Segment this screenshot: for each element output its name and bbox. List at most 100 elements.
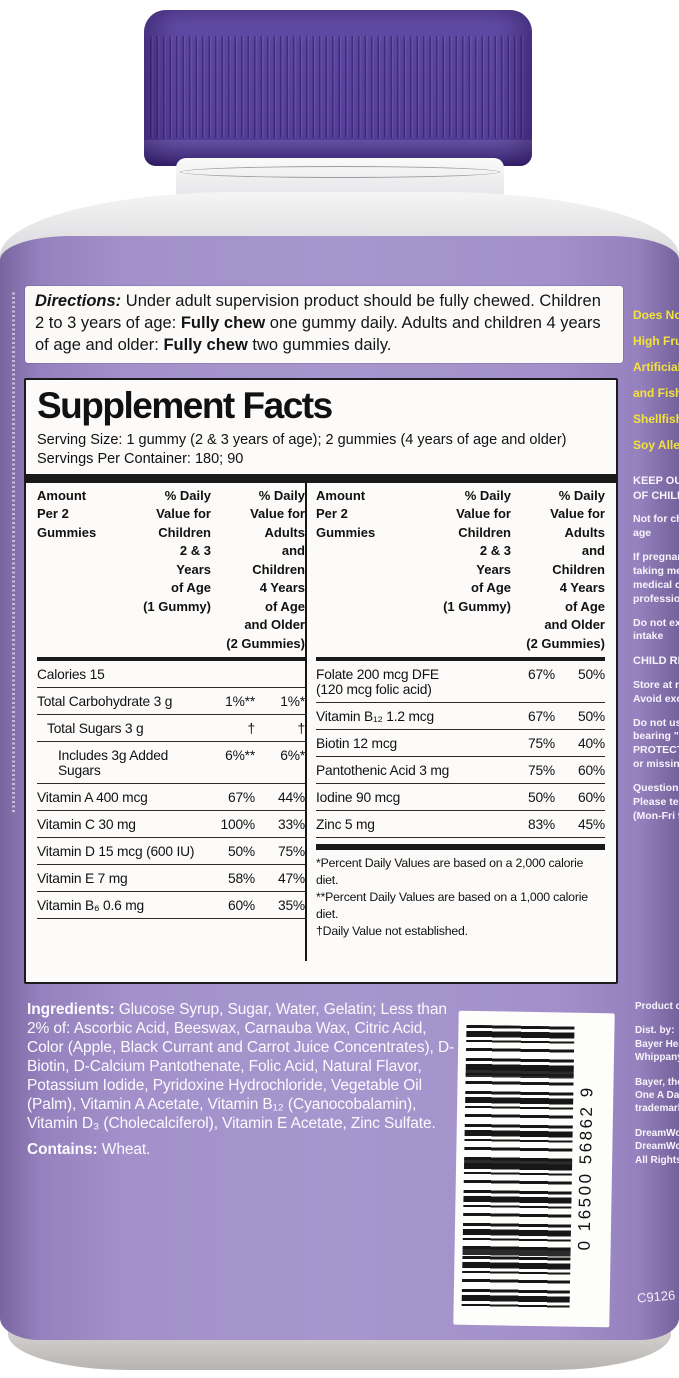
directions-bold: Fully chew — [180, 313, 266, 332]
supplement-facts-title: Supplement Facts — [37, 385, 333, 426]
keep-out-warning: KEEP OUT OF OF CHILDRE — [633, 475, 679, 502]
dv-adults: 60% — [577, 790, 605, 806]
dv-adults: † — [297, 721, 306, 737]
dv-children: 100% — [220, 817, 256, 833]
left-edge-microtext — [12, 292, 15, 812]
dv-children: 67% — [227, 790, 255, 806]
nutrient-name: Calories 15 — [37, 667, 105, 683]
nutrient-name: Vitamin D 15 mcg (600 IU) — [37, 844, 195, 860]
ingredients-list: Glucose Syrup, Sugar, Water, Gelatin; Le… — [27, 1001, 455, 1133]
footnote: *Percent Daily Values are based on a 2,0… — [316, 856, 584, 888]
dreamworks-info: DreamWorks Tro DreamWorks Ani All Rights… — [635, 1127, 679, 1166]
dv-children: 58% — [227, 871, 255, 887]
dv-children: 6%** — [225, 748, 255, 764]
seal-warning: Do not use if pri bearing "SEALE PROTECT… — [633, 716, 679, 771]
do-not-exceed-warning: Do not exceed intake — [633, 616, 679, 643]
dv-children: 1%** — [225, 694, 255, 710]
dv-children: 50% — [227, 844, 255, 860]
nutrient-name: Vitamin C 30 mg — [37, 817, 136, 833]
bottle-cap — [144, 10, 532, 166]
column-header: Amount Per 2 Gummies % Daily Value for C… — [316, 483, 605, 653]
product-origin: Product of Germ — [635, 1001, 679, 1012]
divider-footnote — [316, 844, 605, 851]
dv-children: 75% — [527, 763, 555, 779]
ingredients-text: Ingredients: Glucose Syrup, Sugar, Water… — [27, 1000, 457, 1133]
header-amount: Amount Per 2 Gummies — [37, 488, 97, 540]
dv-adults: 75% — [277, 844, 305, 860]
child-resistant-note: CHILD RESIST — [633, 655, 679, 668]
header-amount: Amount Per 2 Gummies — [316, 488, 376, 540]
barcode-number: 0 16500 56862 9 — [574, 1085, 597, 1251]
ingredients-label: Ingredients: — [27, 1001, 115, 1018]
column-header: Amount Per 2 Gummies % Daily Value for C… — [37, 483, 305, 653]
serving-size: Serving Size: 1 gummy (2 & 3 years of ag… — [37, 432, 567, 448]
table-row: Includes 3g Added Sugars 6%** 6%* — [37, 742, 305, 785]
nutrient-name: Vitamin B₆ 0.6 mg — [37, 898, 144, 914]
footnote: **Percent Daily Values are based on a 1,… — [316, 890, 588, 921]
dv-children: † — [247, 721, 256, 737]
facts-column-right: Amount Per 2 Gummies % Daily Value for C… — [305, 483, 605, 961]
contains-label: Contains: — [27, 1141, 98, 1159]
nutrient-name: Pantothenic Acid 3 mg — [316, 763, 450, 779]
dv-adults: 47% — [277, 871, 305, 887]
dv-children: 50% — [527, 790, 555, 806]
facts-column-left: Amount Per 2 Gummies % Daily Value for C… — [37, 483, 305, 961]
contains-value: Wheat. — [97, 1141, 151, 1159]
nutrient-name: Total Carbohydrate 3 g — [37, 694, 173, 710]
dv-adults: 50% — [577, 667, 605, 683]
table-row: Vitamin B₆ 0.6 mg 60% 35% — [37, 892, 305, 920]
directions-panel: Directions: Under adult supervision prod… — [25, 286, 623, 364]
nutrient-name: Includes 3g Added Sugars — [58, 748, 169, 779]
dv-adults: 50% — [577, 709, 605, 725]
nutrient-name: Iodine 90 mcg — [316, 790, 401, 806]
table-row: Vitamin E 7 mg 58% 47% — [37, 865, 305, 893]
header-dv-adults: % Daily Value for Adults and Children 4 … — [226, 488, 305, 651]
nutrient-name: Vitamin E 7 mg — [37, 871, 128, 887]
dv-children: 67% — [527, 709, 555, 725]
table-row: Vitamin D 15 mcg (600 IU) 50% 75% — [37, 838, 305, 866]
barcode-bars — [461, 1024, 575, 1313]
header-dv-adults: % Daily Value for Adults and Children 4 … — [526, 488, 605, 651]
servings-per-container: Servings Per Container: 180; 90 — [37, 451, 244, 467]
dv-children: 67% — [527, 667, 555, 683]
directions-bold: Fully chew — [163, 335, 248, 354]
divider-thick — [26, 474, 616, 483]
dv-adults: 60% — [577, 763, 605, 779]
table-row: Total Carbohydrate 3 g 1%** 1%* — [37, 688, 305, 716]
dv-adults: 44% — [277, 790, 305, 806]
dv-children: 60% — [227, 898, 255, 914]
divider-medium — [37, 657, 305, 662]
directions-text: two gummies daily. — [247, 335, 392, 354]
pregnancy-warning: If pregnant, brea taking medicatio medic… — [633, 551, 679, 605]
dv-adults: 45% — [577, 817, 605, 833]
divider-medium — [316, 657, 605, 662]
bottom-edge-text: Product of Germ Dist. by: Bayer HealthCa… — [635, 1000, 679, 1178]
ingredients-block: Ingredients: Glucose Syrup, Sugar, Water… — [27, 1000, 457, 1160]
header-dv-children: % Daily Value for Children 2 & 3 Years o… — [143, 488, 211, 614]
dv-adults: 40% — [577, 736, 605, 752]
storage-note: Store at room te Avoid excessive — [633, 678, 679, 705]
dv-adults: 33% — [277, 817, 305, 833]
dv-adults: 1%* — [280, 694, 305, 710]
trademark-info: Bayer, the Bayer One A Day are re tradem… — [635, 1076, 679, 1115]
right-edge-text: Does Not Cont High Fructose Artificial S… — [633, 303, 679, 834]
dv-adults: 35% — [277, 898, 305, 914]
dv-children: 83% — [527, 817, 555, 833]
table-row: Calories 15 — [37, 661, 305, 689]
not-for-children-warning: Not for childre age — [633, 513, 679, 540]
table-row: Zinc 5 mg 83% 45% — [316, 811, 605, 839]
table-row: Vitamin A 400 mcg 67% 44% — [37, 784, 305, 812]
footnote: †Daily Value not established. — [316, 923, 468, 938]
nutrient-name: Zinc 5 mg — [316, 817, 375, 833]
nutrient-name: Total Sugars 3 g — [47, 721, 144, 737]
table-row: Iodine 90 mcg 50% 60% — [316, 784, 605, 812]
dv-adults: 6%* — [280, 748, 305, 764]
table-row: Biotin 12 mcg 75% 40% — [316, 730, 605, 758]
allergen-statement: Does Not Cont High Fructose Artificial S… — [633, 308, 679, 452]
dv-children: 75% — [527, 736, 555, 752]
facts-columns: Amount Per 2 Gummies % Daily Value for C… — [37, 483, 605, 961]
contains-text: Contains: Wheat. — [27, 1140, 457, 1159]
table-row: Vitamin B₁₂ 1.2 mcg 67% 50% — [316, 703, 605, 731]
supplement-facts-panel: Supplement Facts Serving Size: 1 gummy (… — [24, 378, 618, 984]
